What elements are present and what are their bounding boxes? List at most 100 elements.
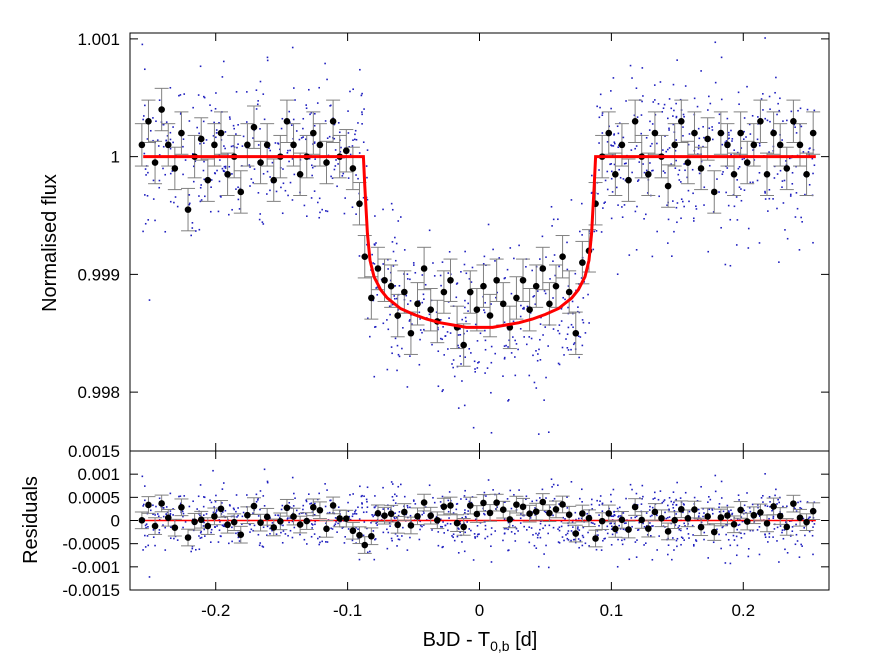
raw-point bbox=[351, 145, 354, 147]
raw-point bbox=[724, 141, 727, 144]
raw-residual-point bbox=[144, 546, 147, 548]
binned-residual-point bbox=[598, 517, 606, 525]
raw-residual-point bbox=[498, 492, 501, 495]
raw-point bbox=[452, 366, 454, 369]
binned-point bbox=[651, 129, 659, 137]
binned-point bbox=[197, 135, 205, 143]
raw-residual-point bbox=[439, 501, 442, 503]
raw-residual-point bbox=[447, 499, 450, 502]
raw-point bbox=[173, 201, 175, 204]
raw-residual-point bbox=[314, 502, 316, 505]
raw-point bbox=[530, 337, 533, 340]
raw-point bbox=[366, 198, 369, 201]
raw-point bbox=[703, 204, 705, 206]
raw-point bbox=[558, 324, 561, 326]
raw-point bbox=[210, 109, 213, 112]
raw-point bbox=[610, 170, 613, 173]
raw-residual-point bbox=[769, 501, 771, 503]
raw-residual-point bbox=[548, 524, 551, 527]
raw-point bbox=[479, 332, 482, 335]
raw-point bbox=[702, 125, 704, 128]
raw-residual-point bbox=[355, 513, 358, 515]
raw-point bbox=[216, 169, 218, 172]
raw-point bbox=[610, 163, 613, 165]
raw-residual-point bbox=[215, 494, 217, 497]
raw-residual-point bbox=[224, 509, 227, 512]
raw-residual-point bbox=[724, 562, 727, 564]
raw-point bbox=[514, 339, 516, 342]
raw-point bbox=[162, 167, 164, 170]
raw-residual-point bbox=[291, 536, 294, 539]
raw-residual-point bbox=[199, 514, 201, 517]
binned-point bbox=[513, 294, 520, 302]
raw-residual-point bbox=[618, 524, 620, 527]
raw-point bbox=[223, 145, 225, 147]
raw-point bbox=[289, 181, 292, 184]
raw-point bbox=[733, 149, 735, 151]
raw-residual-point bbox=[483, 512, 485, 515]
raw-residual-point bbox=[795, 533, 798, 536]
raw-residual-point bbox=[730, 509, 732, 512]
raw-residual-point bbox=[318, 492, 320, 495]
raw-residual-point bbox=[545, 544, 547, 547]
raw-point bbox=[752, 181, 754, 184]
raw-point bbox=[392, 265, 395, 267]
raw-point bbox=[444, 335, 447, 337]
raw-residual-point bbox=[558, 526, 561, 529]
binned-point bbox=[809, 129, 817, 137]
binned-point bbox=[401, 288, 408, 296]
raw-point bbox=[218, 180, 221, 183]
raw-residual-point bbox=[202, 514, 205, 516]
raw-point bbox=[636, 116, 639, 118]
raw-residual-point bbox=[257, 533, 260, 536]
raw-residual-point bbox=[731, 513, 733, 516]
binned-point bbox=[414, 300, 421, 308]
raw-residual-point bbox=[668, 508, 670, 511]
raw-point bbox=[503, 277, 506, 280]
raw-residual-point bbox=[458, 528, 460, 530]
raw-residual-point bbox=[746, 492, 748, 494]
raw-point bbox=[747, 247, 750, 249]
raw-residual-point bbox=[514, 540, 517, 542]
raw-residual-point bbox=[386, 547, 389, 550]
raw-residual-point bbox=[552, 483, 555, 486]
binned-residual-point bbox=[414, 512, 421, 520]
raw-point bbox=[613, 163, 616, 166]
raw-residual-point bbox=[735, 535, 738, 538]
raw-residual-point bbox=[476, 525, 479, 527]
raw-residual-point bbox=[353, 512, 356, 515]
raw-point bbox=[642, 163, 644, 165]
raw-point bbox=[509, 247, 512, 249]
binned-residual-point bbox=[466, 502, 474, 509]
raw-residual-point bbox=[369, 550, 371, 553]
raw-point bbox=[520, 304, 522, 307]
raw-residual-point bbox=[293, 526, 296, 529]
binned-point bbox=[763, 170, 771, 178]
raw-residual-point bbox=[145, 526, 147, 529]
raw-residual-point bbox=[358, 518, 361, 520]
raw-residual-point bbox=[483, 491, 486, 494]
binned-residual-point bbox=[730, 521, 738, 528]
raw-residual-point bbox=[762, 501, 764, 503]
raw-residual-point bbox=[636, 539, 638, 541]
raw-residual-point bbox=[503, 532, 506, 535]
binned-point bbox=[374, 265, 382, 272]
raw-residual-point bbox=[441, 546, 444, 549]
raw-point bbox=[730, 153, 732, 156]
raw-point bbox=[588, 322, 590, 324]
raw-residual-point bbox=[419, 528, 421, 531]
raw-residual-point bbox=[478, 533, 480, 535]
raw-residual-point bbox=[567, 539, 570, 541]
raw-point bbox=[286, 152, 289, 154]
raw-residual-point bbox=[184, 521, 187, 523]
raw-point bbox=[419, 329, 422, 331]
raw-point bbox=[439, 274, 442, 277]
raw-point bbox=[633, 114, 636, 117]
raw-residual-point bbox=[768, 536, 771, 538]
raw-point bbox=[373, 375, 376, 378]
raw-residual-point bbox=[396, 535, 399, 537]
top-transit-model-line bbox=[143, 155, 816, 329]
raw-point bbox=[361, 113, 363, 116]
raw-point bbox=[643, 171, 646, 174]
raw-residual-point bbox=[663, 499, 666, 501]
